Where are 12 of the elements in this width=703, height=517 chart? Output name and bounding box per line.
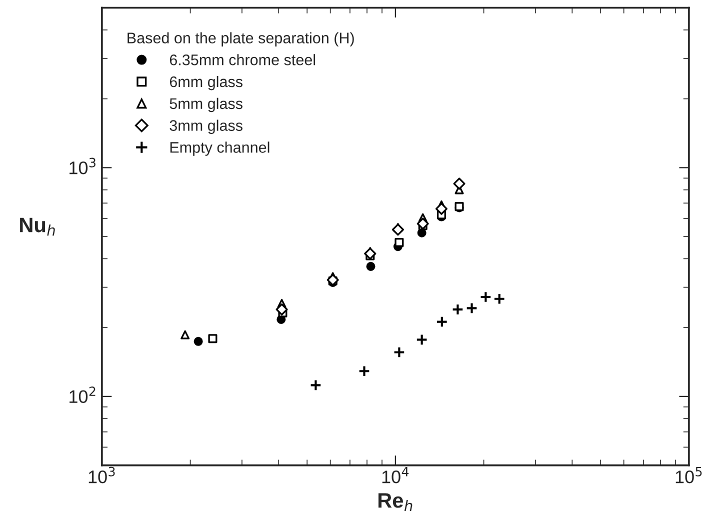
y-tick-label: 10$^{2}$ <box>70 386 96 404</box>
legend-label: 6.35mm chrome steel <box>170 54 316 66</box>
x-tick-label: 10$^{3}$ <box>88 466 115 484</box>
y-axis-title: Nu$_{h}$ <box>20 218 55 236</box>
legend-title: Based on the plate separation (H) <box>128 32 354 46</box>
legend-label: 3mm glass <box>170 120 242 134</box>
x-tick-label: 10$^{4}$ <box>382 466 409 484</box>
legend-label: Empty channel <box>170 142 270 156</box>
legend-label: 6mm glass <box>170 76 242 90</box>
legend-label: 5mm glass <box>170 98 242 112</box>
x-tick-label: 10$^{5}$ <box>676 466 702 484</box>
x-axis-title: Re$_{h}$ <box>378 493 412 512</box>
